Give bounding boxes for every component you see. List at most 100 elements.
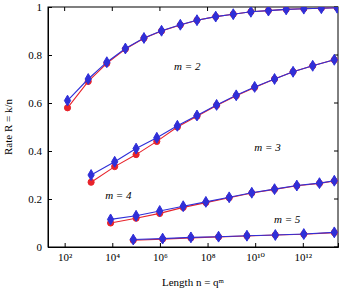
- plot: 10²10⁴10⁶10⁸10¹⁰10¹²00.20.40.60.81m = 2m…: [28, 1, 340, 263]
- x-tick-label: 10⁸: [201, 251, 216, 263]
- y-tick-label: 0.8: [28, 49, 42, 61]
- series-marker: [130, 234, 136, 245]
- x-tick-label: 10¹⁰: [246, 251, 265, 263]
- y-tick-mark: [48, 199, 52, 200]
- series-marker: [64, 95, 70, 106]
- series-marker: [122, 43, 128, 54]
- series-marker: [104, 57, 110, 68]
- y-axis-title: Rate R = k/n: [2, 99, 14, 156]
- annotation: m = 3: [254, 141, 281, 153]
- series-marker: [283, 7, 289, 15]
- series-marker: [177, 19, 183, 30]
- series-marker: [301, 7, 307, 14]
- plot-frame: [48, 7, 338, 247]
- series-line: [111, 181, 335, 220]
- x-tick: 10¹⁰: [246, 243, 265, 263]
- x-tick: 10⁸: [201, 243, 216, 263]
- x-tick: 10⁶: [153, 243, 168, 263]
- series-marker: [174, 120, 180, 131]
- series-marker: [271, 74, 277, 85]
- series-marker: [133, 143, 139, 154]
- y-tick-label: 0.4: [28, 145, 42, 157]
- series-marker: [194, 110, 200, 121]
- series-marker: [154, 132, 160, 143]
- y-tick-mark: [48, 151, 52, 152]
- series-marker: [334, 7, 338, 13]
- annotation: m = 4: [105, 189, 132, 201]
- x-tick-mark-top: [207, 7, 208, 11]
- series-marker: [318, 7, 324, 14]
- x-tick-label: 10⁶: [153, 251, 168, 263]
- series-marker: [188, 232, 194, 243]
- series-marker: [107, 214, 113, 225]
- x-tick-mark-top: [112, 7, 113, 11]
- x-tick-mark: [303, 243, 304, 247]
- frame: [48, 7, 338, 247]
- series-marker: [213, 11, 219, 22]
- x-tick-label: 10²: [58, 251, 73, 263]
- series-marker: [244, 230, 250, 241]
- series-marker: [316, 178, 322, 189]
- x-axis: 10² 10⁴ 10⁶ 10⁸ 10¹⁰ 10¹²: [49, 243, 339, 263]
- series-marker: [112, 156, 118, 167]
- series-marker: [233, 90, 239, 101]
- x-tick-label: 10¹²: [295, 251, 313, 263]
- series-marker: [248, 7, 254, 17]
- y-tick-label: 1: [37, 1, 43, 13]
- series-marker: [294, 180, 300, 191]
- x-tick: 10¹²: [295, 243, 313, 263]
- series-marker: [310, 60, 316, 71]
- series-line: [68, 8, 338, 108]
- series-line: [91, 60, 334, 182]
- x-tick: 10⁴: [105, 243, 120, 263]
- series-marker: [133, 210, 139, 221]
- series-marker: [272, 230, 278, 241]
- series-marker: [252, 81, 258, 92]
- series-marker: [271, 184, 277, 195]
- series-marker: [331, 227, 337, 238]
- x-tick-mark-top: [64, 7, 65, 11]
- series-marker: [226, 192, 232, 203]
- data: [64, 7, 338, 245]
- y-tick-mark-right: [334, 247, 338, 248]
- x-tick-mark: [112, 243, 113, 247]
- series-marker: [301, 229, 307, 240]
- series-line: [68, 8, 338, 101]
- series-marker: [158, 25, 164, 36]
- series-marker: [265, 7, 271, 16]
- series-marker: [85, 74, 91, 85]
- x-tick-mark: [208, 243, 209, 247]
- chart: 10²10⁴10⁶10⁸10¹⁰10¹²00.20.40.60.81m = 2m…: [0, 0, 345, 291]
- x-tick-mark: [160, 243, 161, 247]
- x-tick-mark-top: [159, 7, 160, 11]
- series-marker: [203, 196, 209, 207]
- series-marker: [159, 233, 165, 244]
- series-marker: [331, 54, 337, 65]
- series-marker: [88, 170, 94, 181]
- y-tick-label: 0.2: [28, 193, 42, 205]
- x-tick-mark-top: [255, 7, 256, 11]
- series-marker: [180, 201, 186, 212]
- y-tick-mark-right: [334, 103, 338, 104]
- y-tick-mark-right: [334, 199, 338, 200]
- y-tick-label: 0.6: [28, 97, 42, 109]
- x-tick: 10²: [58, 243, 73, 263]
- series-marker: [230, 9, 236, 20]
- annotation: m = 5: [274, 213, 301, 225]
- series-marker: [194, 15, 200, 26]
- series-marker: [215, 231, 221, 242]
- x-tick-mark: [65, 243, 66, 247]
- x-tick-mark: [255, 243, 256, 247]
- series-marker: [331, 175, 337, 186]
- x-tick-label: 10⁴: [105, 251, 120, 263]
- y-tick-mark: [48, 55, 52, 56]
- y-tick-mark-right: [334, 151, 338, 152]
- annotation: m = 2: [174, 60, 201, 72]
- series-marker: [249, 187, 255, 198]
- series-line: [91, 60, 334, 175]
- y-axis-line: [49, 8, 53, 248]
- series-marker: [290, 66, 296, 77]
- series-marker: [141, 33, 147, 44]
- series-marker: [157, 206, 163, 217]
- y-tick-mark: [48, 103, 52, 104]
